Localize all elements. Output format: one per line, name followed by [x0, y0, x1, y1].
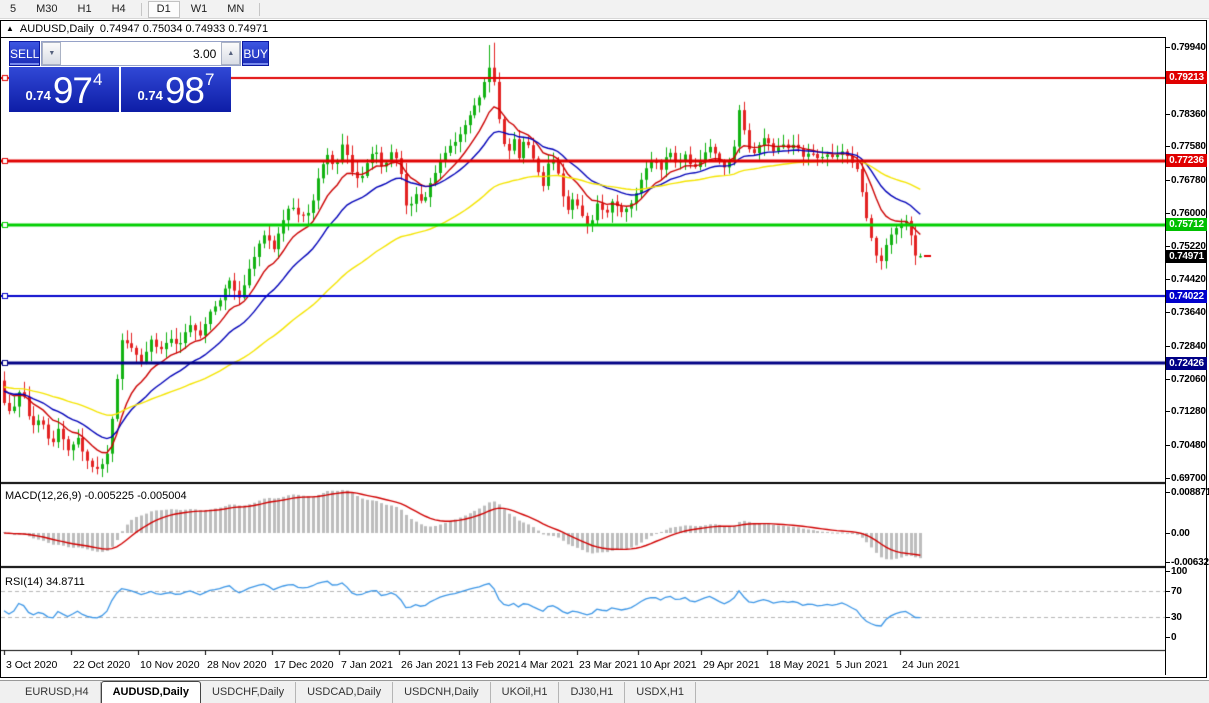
price-chart-canvas[interactable] — [1, 38, 1165, 655]
tab-eurusd-h4[interactable]: EURUSD,H4 — [14, 682, 101, 703]
date-axis-label: 18 May 2021 — [769, 659, 830, 671]
price-axis-tick: 0.72060 — [1166, 373, 1206, 385]
volume-stepper: ▼ ▲ — [41, 41, 242, 66]
timeframe-button-d1[interactable]: D1 — [147, 0, 180, 18]
date-axis-label: 3 Oct 2020 — [6, 659, 58, 671]
date-axis-label: 17 Dec 2020 — [274, 659, 334, 671]
sell-price-prefix: 0.74 — [25, 88, 51, 103]
price-axis-tick: 0.72840 — [1166, 340, 1206, 352]
sell-button[interactable]: SELL — [9, 41, 41, 66]
date-axis-label: 26 Jan 2021 — [401, 659, 459, 671]
price-axis-tick: 0.76780 — [1166, 175, 1206, 186]
rsi-indicator-label: RSI(14) 34.8711 — [5, 576, 85, 588]
timeframe-button-w1[interactable]: W1 — [190, 2, 208, 15]
price-axis-tick: 0.70480 — [1166, 440, 1206, 452]
price-level-badge: 0.79213 — [1166, 71, 1207, 85]
toolbar-separator — [140, 2, 142, 16]
tab-dj30-h1[interactable]: DJ30,H1 — [559, 682, 626, 703]
price-axis-tick: 0.74420 — [1166, 274, 1206, 286]
price-level-badge: 0.72426 — [1166, 356, 1207, 370]
chart-tab-bar: EURUSD,H4 AUDUSD,Daily USDCHF,Daily USDCAD,… — [0, 680, 1209, 703]
volume-input[interactable] — [61, 42, 222, 65]
timeframe-button-h1[interactable]: H1 — [77, 2, 92, 15]
volume-decrease-icon[interactable]: ▼ — [42, 42, 62, 65]
timeframe-button-h4[interactable]: H4 — [111, 2, 126, 15]
tab-usdx-h1[interactable]: USDX,H1 — [625, 682, 696, 703]
price-axis-tick: 0.79940 — [1166, 42, 1206, 53]
sell-price-display[interactable]: 0.74 97 4 — [9, 67, 119, 112]
tab-usdchf-daily[interactable]: USDCHF,Daily — [201, 682, 297, 703]
macd-axis-tick: -0.00632 — [1166, 557, 1209, 569]
volume-increase-icon[interactable]: ▲ — [221, 42, 241, 65]
timeframe-toolbar: 5 M30 H1 H4 D1 W1 MN — [0, 0, 1209, 19]
tab-ukoil-h1[interactable]: UKOil,H1 — [491, 682, 560, 703]
date-axis-label: 29 Apr 2021 — [703, 659, 760, 671]
price-axis: 0.799400.791600.783600.775800.767800.760… — [1165, 37, 1209, 675]
buy-price-prefix: 0.74 — [137, 88, 163, 103]
price-level-badge: 0.75712 — [1166, 218, 1207, 232]
price-level-badge: 0.77236 — [1166, 154, 1207, 168]
tab-usdcnh-daily[interactable]: USDCNH,Daily — [393, 682, 491, 703]
date-axis-label: 23 Mar 2021 — [579, 659, 638, 671]
date-axis-label: 22 Oct 2020 — [73, 659, 131, 671]
date-axis-label: 10 Apr 2021 — [640, 659, 697, 671]
date-axis-label: 10 Nov 2020 — [140, 659, 200, 671]
buy-price-pip: 7 — [205, 70, 215, 89]
buy-price-big: 98 — [164, 70, 205, 111]
timeframe-button-mn[interactable]: MN — [227, 2, 245, 15]
tab-usdcad-daily[interactable]: USDCAD,Daily — [296, 682, 394, 703]
chart-window: ▲ AUDUSD,Daily 0.74947 0.75034 0.74933 0… — [0, 20, 1209, 678]
rsi-axis-tick: 100 — [1165, 566, 1188, 577]
price-axis-tick: 0.71280 — [1166, 406, 1206, 418]
one-click-trade-panel: SELL ▼ ▲ BUY 0.74 97 4 0.74 98 7 — [9, 41, 270, 112]
collapse-chart-icon[interactable]: ▲ — [6, 24, 14, 33]
date-axis-label: 24 Jun 2021 — [902, 659, 960, 671]
chart-title-bar: ▲ AUDUSD,Daily 0.74947 0.75034 0.74933 0… — [1, 21, 1206, 38]
macd-axis-tick: 0.00 — [1166, 528, 1190, 539]
chart-ohlc-values: 0.74947 0.75034 0.74933 0.74971 — [99, 23, 269, 35]
price-axis-tick: 0.73640 — [1166, 307, 1206, 319]
date-axis-label: 7 Jan 2021 — [341, 659, 393, 671]
price-axis-tick: 0.76000 — [1166, 207, 1206, 219]
tab-audusd-daily[interactable]: AUDUSD,Daily — [100, 681, 201, 703]
timeframe-button-5[interactable]: 5 — [10, 2, 17, 15]
price-axis-tick: 0.77580 — [1166, 141, 1206, 153]
sell-price-pip: 4 — [93, 70, 103, 89]
date-axis-label: 13 Feb 2021 — [461, 659, 520, 671]
rsi-axis-tick: 0 — [1165, 632, 1177, 643]
rsi-axis-tick: 70 — [1166, 585, 1182, 597]
price-axis-tick: 0.75220 — [1166, 240, 1206, 252]
sell-price-big: 97 — [52, 70, 93, 111]
price-axis-tick: 0.78360 — [1166, 108, 1206, 120]
price-level-badge: 0.74022 — [1166, 289, 1207, 303]
buy-price-display[interactable]: 0.74 98 7 — [121, 67, 231, 112]
chart-title: AUDUSD,Daily — [19, 23, 94, 35]
price-axis-tick: 0.69700 — [1166, 473, 1206, 484]
price-level-badge: 0.74971 — [1166, 249, 1207, 263]
rsi-axis-tick: 30 — [1166, 612, 1182, 624]
toolbar-separator — [259, 2, 261, 16]
date-axis: 3 Oct 2020 22 Oct 2020 10 Nov 2020 28 Nov 2… — [1, 655, 1165, 677]
date-axis-label: 4 Mar 2021 — [521, 659, 575, 671]
date-axis-label: 28 Nov 2020 — [207, 659, 267, 671]
timeframe-button-m30[interactable]: M30 — [36, 2, 58, 15]
macd-axis-tick: 0.008871 — [1165, 487, 1209, 498]
date-axis-label: 5 Jun 2021 — [836, 659, 888, 671]
macd-indicator-label: MACD(12,26,9) -0.005225 -0.005004 — [5, 490, 187, 502]
buy-button[interactable]: BUY — [242, 41, 270, 66]
